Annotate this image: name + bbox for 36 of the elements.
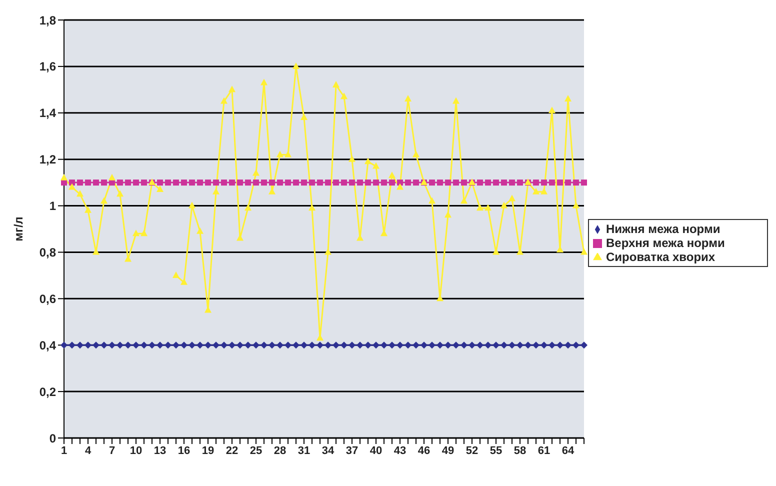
x-tick-label: 10 [130,444,142,457]
x-tick-label: 16 [178,444,190,457]
y-tick-label: 0,2 [39,384,56,399]
x-tick-label: 25 [250,444,262,457]
x-tick-label: 28 [274,444,286,457]
x-tick-label: 31 [298,444,310,457]
x-tick-label: 46 [418,444,430,457]
x-tick-label: 22 [226,444,238,457]
x-tick-label: 58 [514,444,526,457]
y-tick-label: 0 [49,431,56,446]
x-tick-label: 19 [202,444,214,457]
y-axis-title: мг/л [11,216,26,242]
x-tick-label: 61 [538,444,550,457]
y-tick-label: 1,8 [39,13,56,28]
x-tick-label: 64 [562,444,575,457]
x-tick-label: 13 [154,444,166,457]
x-tick-label: 34 [322,444,335,457]
x-tick-label: 37 [346,444,358,457]
legend-label: Сироватка хворих [606,250,716,264]
x-tick-label: 55 [490,444,502,457]
x-tick-label: 49 [442,444,454,457]
y-tick-label: 1,4 [39,106,56,120]
y-tick-label: 1 [49,199,56,214]
x-tick-label: 40 [370,444,382,457]
x-tick-label: 1 [60,444,68,457]
x-tick-label: 4 [84,444,92,457]
y-tick-label: 1,2 [39,152,56,167]
legend-label: Нижня межа норми [606,222,720,236]
x-tick-label: 7 [108,444,116,457]
y-tick-label: 0,6 [39,292,56,306]
y-tick-label: 0,8 [39,245,56,260]
y-tick-label: 1,6 [39,60,56,74]
x-tick-label: 43 [394,444,406,457]
legend-label: Верхня межа норми [606,236,725,250]
x-tick-label: 52 [466,444,478,457]
y-tick-label: 0,4 [39,338,56,352]
